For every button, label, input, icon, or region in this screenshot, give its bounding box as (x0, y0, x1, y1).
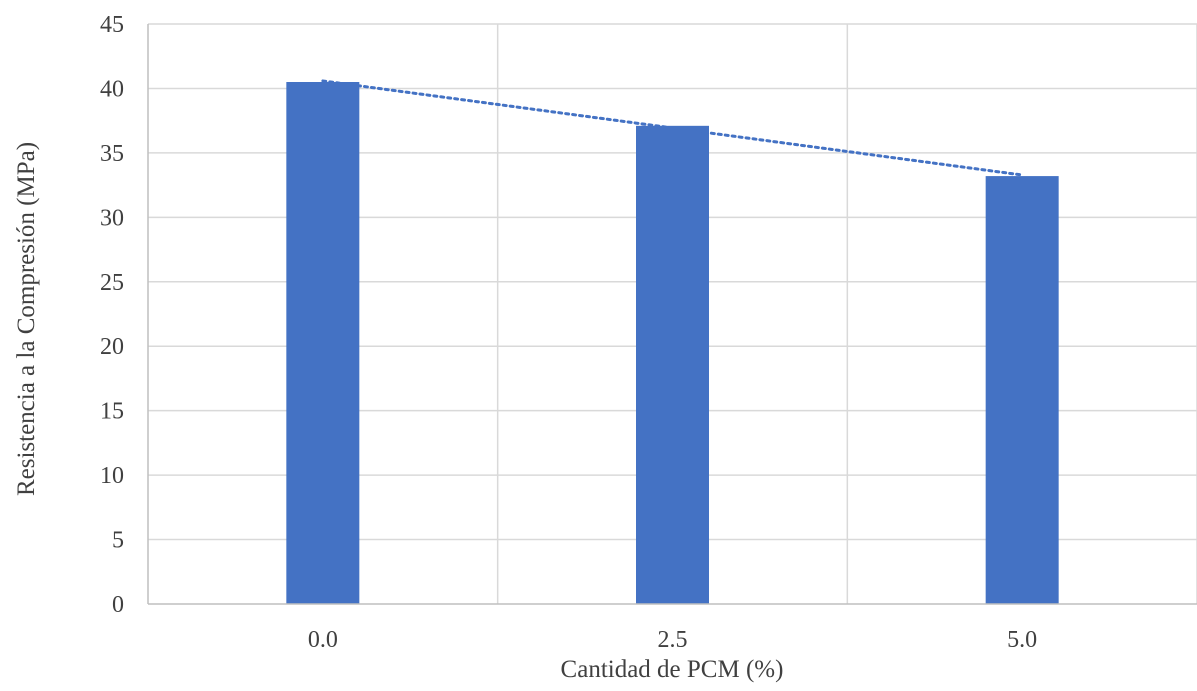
y-tick-label: 25 (100, 270, 124, 296)
y-tick-label: 40 (100, 76, 124, 102)
x-tick-label: 0.0 (308, 627, 338, 653)
bars (286, 82, 1059, 605)
axes (147, 24, 1197, 605)
y-tick-label: 15 (100, 399, 124, 425)
trendline-group (321, 79, 1024, 177)
y-axis-title: Resistencia a la Compresión (MPa) (13, 142, 40, 496)
y-tick-label: 10 (100, 463, 124, 489)
trendline (321, 79, 1024, 177)
x-axis-title: Cantidad de PCM (%) (561, 656, 784, 683)
y-tick-label: 0 (112, 592, 124, 618)
tick-labels: 0 5 10 15 20 25 30 35 40 45 0.0 2.5 5.0 (100, 12, 1037, 653)
x-tick-label: 5.0 (1007, 627, 1037, 653)
y-tick-label: 5 (112, 528, 124, 554)
y-tick-label: 35 (100, 141, 124, 167)
y-tick-label: 45 (100, 12, 124, 38)
bar (286, 82, 360, 604)
y-tick-label: 20 (100, 334, 124, 360)
y-tick-label: 30 (100, 205, 124, 231)
x-tick-label: 2.5 (658, 627, 688, 653)
bar (636, 125, 709, 605)
bar (985, 176, 1059, 605)
